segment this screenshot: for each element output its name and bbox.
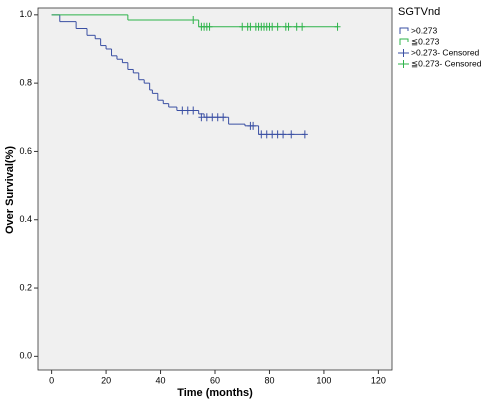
censor-mark [209,113,216,122]
censor-mark [293,22,300,31]
legend-label: >0.273 [411,25,438,35]
x-tick-label: 0 [49,375,54,385]
censor-mark [179,106,186,115]
censor-mark [198,113,205,122]
x-tick-label: 60 [210,375,220,385]
x-tick-label: 40 [156,375,166,385]
x-tick-label: 80 [264,375,274,385]
censor-mark [334,22,341,31]
legend-label: ≦0.273 [411,36,440,46]
censor-mark [258,130,265,139]
censor-mark [288,130,295,139]
x-axis-label: Time (months) [177,387,253,399]
plot-area [37,7,393,371]
censor-mark [247,22,254,31]
y-axis-label: Over Survival(%) [4,146,16,234]
censor-mark [274,130,281,139]
x-tick-label: 20 [101,375,111,385]
legend-swatch [399,38,409,45]
y-tick-label: 0.0 [19,351,32,361]
y-tick-label: 1.0 [19,9,32,19]
censor-mark [214,113,221,122]
y-tick-label: 0.2 [19,282,32,292]
legend-swatch [398,49,409,57]
censor-mark [239,22,246,31]
censor-mark [301,130,308,139]
x-tick-label: 120 [371,375,386,385]
legend-swatch [399,27,409,34]
legend-label: >0.273- Censored [411,47,480,57]
censor-mark [206,22,213,31]
x-tick-label: 100 [316,375,331,385]
censor-mark [285,22,292,31]
y-tick-label: 0.4 [19,214,32,224]
censor-mark [263,130,270,139]
legend-title: SGTVnd [398,6,440,18]
censor-mark [184,106,191,115]
censor-mark [269,22,276,31]
legend-label: ≦0.273- Censored [411,58,482,68]
y-tick-label: 0.6 [19,146,32,156]
censor-mark [280,130,287,139]
legend-swatch [398,60,409,68]
censor-mark [190,15,197,24]
censor-mark [250,121,257,130]
censor-mark [190,106,197,115]
censor-mark [220,113,227,122]
censor-mark [274,22,281,31]
censor-mark [269,130,276,139]
censor-mark [203,113,210,122]
y-tick-label: 0.8 [19,78,32,88]
censor-mark [299,22,306,31]
